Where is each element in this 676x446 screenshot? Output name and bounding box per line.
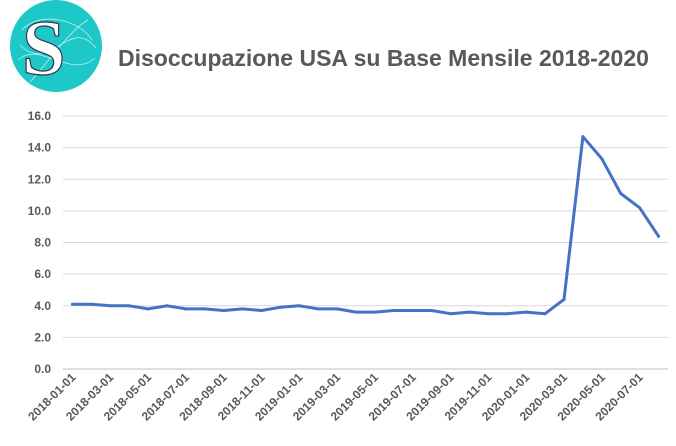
y-tick-label: 14.0 <box>28 141 52 155</box>
data-point <box>127 304 131 308</box>
data-point <box>184 307 188 311</box>
data-point <box>581 135 585 139</box>
y-tick-label: 0.0 <box>34 362 51 376</box>
data-point <box>638 206 642 210</box>
data-point <box>430 309 434 312</box>
y-tick-label: 8.0 <box>34 236 51 250</box>
series-group <box>71 135 660 316</box>
y-tick-label: 2.0 <box>34 330 51 344</box>
x-axis-ticks: 2018-01-012018-03-012018-05-012018-07-01… <box>25 370 646 424</box>
data-point <box>354 310 358 314</box>
data-point <box>316 307 320 311</box>
data-point <box>241 307 245 311</box>
data-point <box>260 309 263 312</box>
data-point <box>468 310 471 314</box>
data-point <box>89 302 93 306</box>
chart-title: Disoccupazione USA su Base Mensile 2018-… <box>118 45 649 71</box>
data-point <box>392 309 396 312</box>
data-point <box>108 304 112 308</box>
y-tick-label: 6.0 <box>34 267 51 281</box>
data-point <box>619 192 623 195</box>
data-point <box>411 309 415 312</box>
data-point <box>335 307 339 311</box>
logo-scribble-icon <box>17 18 97 83</box>
y-tick-label: 10.0 <box>28 204 52 218</box>
y-axis-ticks: 0.0 2.0 4.0 6.0 8.0 10.0 12.0 14.0 16.0 <box>28 109 52 376</box>
data-point <box>297 304 301 308</box>
brand-logo: S <box>10 0 102 92</box>
data-point <box>146 307 150 311</box>
data-point <box>657 234 660 238</box>
logo-letter: S <box>22 4 65 91</box>
data-point <box>222 309 226 312</box>
grid-lines <box>63 115 668 338</box>
y-tick-label: 4.0 <box>34 299 51 313</box>
series-line <box>71 135 660 316</box>
data-point <box>600 157 604 161</box>
y-tick-label: 12.0 <box>28 172 52 186</box>
data-point <box>373 310 377 314</box>
data-point <box>562 297 566 301</box>
data-point <box>524 310 528 314</box>
y-tick-label: 16.0 <box>28 109 52 123</box>
data-point <box>449 312 453 316</box>
logo-circle-icon <box>10 0 102 92</box>
data-point <box>71 302 74 306</box>
data-point <box>203 307 207 311</box>
data-point <box>543 312 547 316</box>
data-point <box>505 312 509 316</box>
data-point <box>165 304 169 308</box>
data-point <box>278 305 282 309</box>
data-point <box>486 312 490 316</box>
